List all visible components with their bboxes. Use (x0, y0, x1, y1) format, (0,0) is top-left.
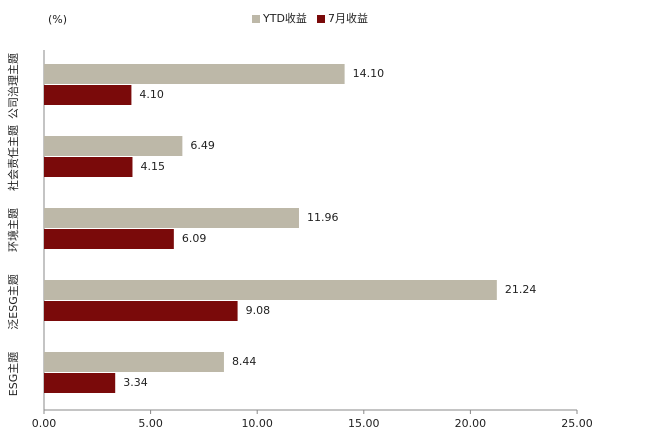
value-label: 8.44 (232, 355, 257, 368)
bar (44, 229, 174, 249)
value-label: 9.08 (246, 304, 271, 317)
category-label: 公司治理主题 (6, 53, 20, 119)
x-tick-label: 5.00 (138, 417, 163, 430)
legend-label: YTD收益 (262, 11, 307, 25)
bar (44, 157, 133, 177)
bar (44, 352, 224, 372)
bar (44, 301, 238, 321)
legend-label: 7月收益 (328, 11, 368, 25)
value-label: 3.34 (123, 376, 148, 389)
value-label: 6.09 (182, 232, 207, 245)
bar (44, 136, 183, 156)
category-label: ESG主题 (7, 352, 20, 396)
category-label: 社会责任主题 (6, 125, 20, 191)
value-label: 21.24 (505, 283, 537, 296)
bar (44, 373, 116, 393)
unit-label: (%) (48, 13, 67, 26)
legend-swatch (317, 15, 325, 23)
value-label: 6.49 (190, 139, 215, 152)
x-tick-label: 25.00 (561, 417, 593, 430)
bar (44, 64, 345, 84)
x-tick-label: 0.00 (32, 417, 57, 430)
bar (44, 208, 299, 228)
legend-swatch (252, 15, 260, 23)
bar (44, 280, 497, 300)
category-label: 泛ESG主题 (7, 274, 20, 329)
category-label: 环境主题 (6, 208, 20, 252)
value-label: 11.96 (307, 211, 339, 224)
x-tick-label: 10.00 (241, 417, 273, 430)
value-label: 14.10 (353, 67, 385, 80)
value-label: 4.10 (139, 88, 164, 101)
bar (44, 85, 132, 105)
x-tick-label: 15.00 (348, 417, 380, 430)
x-tick-label: 20.00 (455, 417, 487, 430)
value-label: 4.15 (140, 160, 165, 173)
